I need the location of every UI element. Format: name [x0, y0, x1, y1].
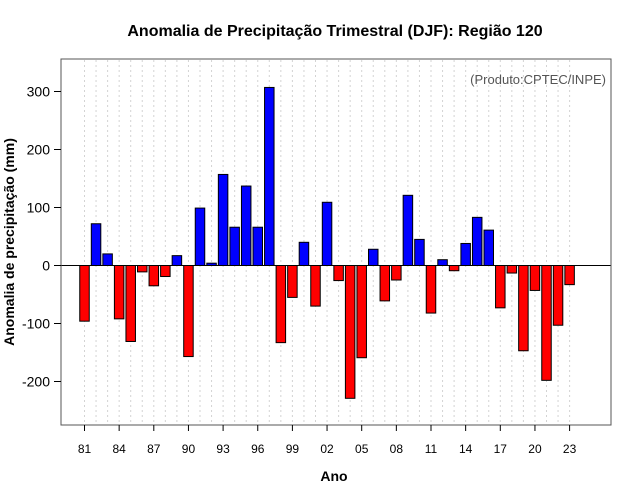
bar-1986: [137, 265, 148, 273]
bar-1998: [275, 265, 287, 344]
bar-2018: [506, 265, 518, 274]
y-tick-label: 100: [27, 200, 51, 216]
y-axis-label: Anomalia de precipitação (mm): [1, 138, 17, 346]
bar-1992: [206, 262, 217, 266]
bar-2010: [414, 238, 425, 266]
bar-1987: [148, 265, 160, 287]
bar-2014: [460, 242, 471, 267]
bar-2013: [448, 265, 460, 272]
bar-2001: [310, 265, 321, 307]
bar-2002: [321, 201, 333, 266]
x-tick-label: 20: [528, 442, 542, 456]
bar-2015: [471, 216, 483, 266]
x-axis-label: Ano: [320, 468, 347, 484]
bar-2004: [344, 265, 356, 399]
x-tick-label: 17: [494, 442, 508, 456]
bar-2000: [298, 241, 310, 267]
bar-2019: [518, 265, 529, 352]
bar-1996: [252, 226, 263, 266]
bar-2003: [333, 265, 344, 282]
y-tick-label: 200: [27, 142, 51, 158]
x-tick-label: 87: [147, 442, 161, 456]
bar-1997: [264, 86, 275, 266]
bar-1989: [171, 255, 183, 266]
bar-series: [79, 86, 575, 399]
x-tick-label: 02: [320, 442, 334, 456]
product-credit: (Produto:CPTEC/INPE): [470, 72, 606, 87]
plot-frame: [60, 58, 612, 426]
x-tick-label: 81: [78, 442, 92, 456]
x-tick-label: 84: [112, 442, 126, 456]
x-tick-label: 08: [390, 442, 404, 456]
bar-2007: [379, 265, 391, 302]
x-tick-label: 23: [563, 442, 577, 456]
bar-2006: [368, 248, 379, 266]
bar-1985: [125, 265, 136, 342]
x-tick-label: 11: [425, 442, 438, 456]
bar-2005: [356, 265, 367, 359]
bar-1999: [287, 265, 298, 298]
y-tick-label: -100: [22, 316, 50, 332]
bar-2012: [437, 259, 448, 267]
chart-title: Anomalia de Precipitação Trimestral (DJF…: [127, 23, 542, 40]
bar-1988: [160, 265, 171, 278]
bar-2022: [552, 265, 564, 326]
bar-1984: [113, 265, 125, 320]
x-tick-label: 99: [286, 442, 300, 456]
bar-2016: [483, 229, 494, 266]
bar-2020: [529, 265, 541, 291]
bar-2017: [495, 265, 506, 309]
x-tick-label: 96: [251, 442, 265, 456]
y-axis: -200 -100 0 100 200 300: [22, 84, 61, 390]
bar-1982: [90, 223, 102, 267]
bar-2021: [541, 265, 552, 381]
x-tick-label: 14: [459, 442, 473, 456]
x-axis: 81 84 87 90 93 96 99 02 05 08 11 14 17 20 23: [78, 425, 577, 456]
bar-2011: [425, 265, 437, 314]
bar-1983: [102, 253, 113, 266]
bar-1995: [240, 185, 252, 266]
bar-1994: [229, 226, 240, 266]
bar-1993: [217, 173, 229, 266]
y-tick-label: -200: [22, 374, 50, 390]
bar-2023: [564, 265, 575, 286]
bar-1981: [79, 265, 90, 322]
x-tick-label: 90: [182, 442, 196, 456]
bar-1990: [183, 265, 194, 358]
x-tick-label: 05: [355, 442, 369, 456]
y-tick-label: 0: [42, 258, 50, 274]
bar-1991: [194, 207, 206, 266]
bar-2009: [402, 194, 414, 267]
bar-2008: [391, 265, 402, 281]
x-tick-label: 93: [216, 442, 230, 456]
y-tick-label: 300: [27, 84, 51, 100]
